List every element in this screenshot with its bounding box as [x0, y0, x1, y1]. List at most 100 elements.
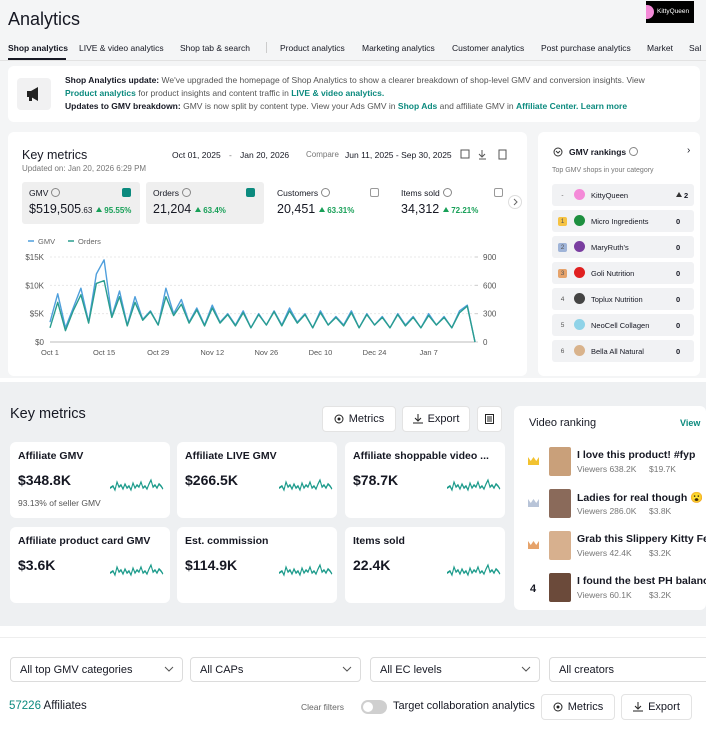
rank-change: 2	[676, 191, 688, 200]
checkbox[interactable]	[370, 188, 379, 197]
tab[interactable]: Post purchase analytics	[541, 43, 631, 53]
toolbar-icons[interactable]	[460, 149, 510, 161]
x-tick-label: Dec 10	[309, 348, 333, 357]
metric-card-value: $114.9K	[185, 557, 238, 573]
metrics-button[interactable]: Metrics	[322, 406, 396, 432]
metric-tile-selected	[146, 182, 264, 224]
notice-link[interactable]: LIVE & video analytics.	[291, 88, 385, 98]
tab[interactable]: Shop analytics	[8, 43, 68, 53]
y2-tick-label: 300	[483, 310, 497, 319]
tab[interactable]: Product analytics	[280, 43, 345, 53]
start-date[interactable]: Oct 01, 2025	[172, 150, 221, 160]
tab[interactable]: Market	[647, 43, 673, 53]
rankings-more[interactable]: ›	[687, 145, 691, 156]
export-button[interactable]: Export	[621, 694, 692, 720]
tab[interactable]: Marketing analytics	[362, 43, 435, 53]
metric-label: Items sold	[401, 188, 452, 198]
y-tick-label: $0	[35, 338, 44, 347]
tab[interactable]: Sal	[689, 43, 702, 53]
ranking-row	[552, 288, 694, 310]
end-date[interactable]: Jan 20, 2026	[240, 150, 290, 160]
button-label: Export	[427, 413, 460, 425]
metric-label-text: Customers	[277, 188, 319, 198]
metric-card	[345, 527, 505, 603]
shop-name: KittyQueen	[591, 191, 629, 200]
filter-dropdown[interactable]: All CAPs	[190, 657, 361, 682]
metric-card-label: Items sold	[353, 535, 405, 547]
metric-change: 72.21%	[451, 206, 479, 215]
sparkline	[279, 563, 333, 577]
metric-card-label: Affiliate product card GMV	[18, 535, 151, 547]
video-viewers: Viewers 42.4K	[577, 548, 632, 558]
notice-heading: Updates to GMV breakdown:	[65, 101, 181, 111]
rank-value: 0	[676, 243, 681, 252]
compare-range[interactable]: Jun 11, 2025 - Sep 30, 2025	[345, 150, 452, 160]
ranking-row	[552, 236, 694, 258]
crown-icon	[528, 457, 539, 465]
ranking-row	[552, 184, 694, 206]
filter-label: All CAPs	[200, 664, 244, 676]
metric-card-value: $3.6K	[18, 557, 56, 573]
video-thumbnail	[549, 531, 571, 560]
video-gmv: $3.2K	[649, 590, 672, 600]
metric-label: GMV	[29, 188, 61, 198]
rank-change: 0	[676, 269, 680, 278]
dropdown-arrows	[164, 666, 531, 672]
video-viewers: Viewers 60.1K	[577, 590, 632, 600]
tab[interactable]: Customer analytics	[452, 43, 525, 53]
metric-card-value: $348.8K	[18, 472, 71, 488]
filter-dropdown[interactable]: All creators	[549, 657, 706, 682]
filter-dropdown[interactable]: All EC levels	[370, 657, 540, 682]
checkbox-checked[interactable]	[122, 188, 131, 197]
filter-dropdown[interactable]: All top GMV categories	[10, 657, 183, 682]
x-tick-label: Nov 26	[254, 348, 278, 357]
notice-link[interactable]: Product analytics	[65, 88, 136, 98]
view-link[interactable]: View	[680, 418, 701, 428]
metric-label-text: Orders	[153, 188, 179, 198]
rank-value: 0	[676, 347, 681, 356]
metric-card-value: 22.4K	[353, 557, 391, 573]
rank-change: 0	[676, 347, 680, 356]
tab[interactable]: LIVE & video analytics	[79, 43, 164, 53]
rank-value: 0	[676, 269, 681, 278]
rank-number: -	[561, 192, 564, 199]
sparkline	[110, 563, 164, 577]
next-arrow[interactable]	[508, 195, 522, 209]
user-badge[interactable]	[646, 1, 694, 23]
y2-tick-label: 600	[483, 281, 497, 290]
y-tick-label: $15K	[25, 253, 44, 262]
metric-label: Customers	[277, 188, 331, 198]
metric-label-text: GMV	[29, 188, 49, 198]
checkbox-checked[interactable]	[246, 188, 255, 197]
metric-value: $519,505.63 95.55%	[29, 202, 131, 216]
metric-card-label: Est. commission	[185, 535, 269, 547]
notice-banner	[8, 66, 700, 122]
clear-filters[interactable]: Clear filters	[301, 702, 344, 712]
checkbox[interactable]	[494, 188, 503, 197]
notice-text: and affiliate GMV in	[439, 101, 514, 111]
ranking-row	[552, 210, 694, 232]
video-ranking-title: Video ranking	[529, 417, 597, 429]
tab[interactable]: Shop tab & search	[180, 43, 250, 53]
rank-value: 0	[676, 321, 681, 330]
button-label: Metrics	[567, 701, 604, 713]
metric-card	[177, 442, 337, 518]
video-thumbnail	[549, 573, 571, 602]
metric-change: 95.55%	[104, 206, 132, 215]
note-value: 93.13%	[18, 498, 47, 508]
metric-label: Orders	[153, 188, 191, 198]
rank-number: 4	[560, 296, 565, 303]
metric-value: 20,451 63.31%	[277, 202, 354, 216]
video-viewers: Viewers 286.0K	[577, 506, 637, 516]
filter-label: All top GMV categories	[20, 664, 133, 676]
button-label: Export	[648, 701, 680, 713]
report-button[interactable]	[477, 406, 502, 432]
notice-link[interactable]: Shop Ads	[397, 101, 438, 111]
rank-value: 2	[684, 191, 689, 200]
export-button[interactable]: Export	[402, 406, 470, 432]
notice-link[interactable]: Learn more	[580, 101, 628, 111]
metrics-button[interactable]: Metrics	[541, 694, 615, 720]
shop-name: Bella All Natural	[591, 347, 644, 356]
notice-link[interactable]: Affiliate Center.	[516, 101, 579, 111]
rank-change: 0	[676, 243, 680, 252]
